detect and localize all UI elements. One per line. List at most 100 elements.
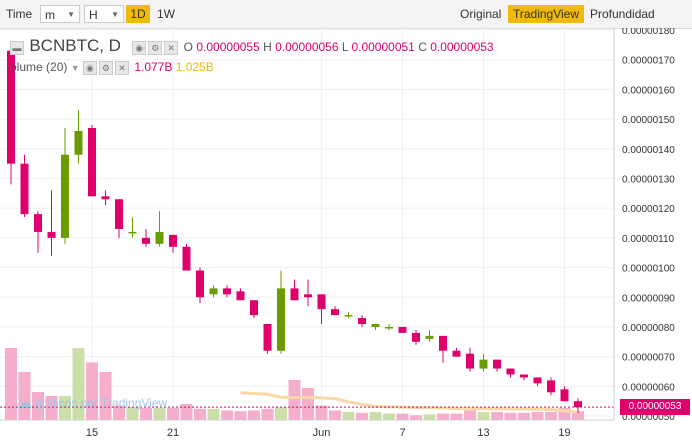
- volume-bar: [518, 412, 530, 420]
- low-label: L: [341, 40, 349, 54]
- volume-bar: [32, 392, 44, 420]
- candle-body: [61, 154, 69, 238]
- candle-body: [425, 335, 434, 339]
- volume-bar: [234, 411, 247, 420]
- candle-body: [560, 389, 569, 402]
- volume-bar: [261, 408, 274, 420]
- candle-body: [142, 237, 150, 244]
- time-tick-label: 13: [477, 427, 489, 439]
- candle-body: [506, 368, 515, 375]
- eye-icon[interactable]: ◉: [132, 40, 147, 55]
- original-view-button[interactable]: Original: [460, 7, 502, 21]
- candle-body: [155, 231, 164, 244]
- candle-body: [574, 401, 582, 408]
- volume-bar: [504, 412, 517, 420]
- close-icon[interactable]: ✕: [164, 40, 179, 55]
- volume-bar: [167, 408, 179, 420]
- close-icon[interactable]: ✕: [114, 60, 129, 75]
- hour-select[interactable]: H ▼: [84, 5, 124, 23]
- candle-body: [290, 288, 299, 301]
- eye-icon[interactable]: ◉: [82, 60, 97, 75]
- price-tick-label: 0.00000170: [622, 56, 675, 67]
- chart-toolbar: Time m ▼ H ▼ 1D 1W Original TradingView …: [0, 0, 692, 29]
- gear-icon[interactable]: ⚙: [98, 60, 113, 75]
- price-tick-label: 0.00000080: [622, 323, 675, 334]
- volume-ma-value: 1.025B: [175, 60, 214, 74]
- week-interval-button[interactable]: 1W: [157, 7, 175, 21]
- chart-grid: [0, 28, 614, 420]
- volume-bar: [329, 410, 341, 420]
- candle-body: [209, 288, 218, 295]
- price-tick-label: 0.00000090: [622, 293, 675, 304]
- candle-body: [358, 318, 366, 324]
- tradingview-watermark[interactable]: ☁ gráficos por TradingView: [18, 394, 167, 411]
- time-tick-label: 21: [167, 427, 179, 439]
- gear-icon[interactable]: ⚙: [148, 40, 163, 55]
- cloud-icon: ☁: [18, 394, 32, 410]
- candle-body: [385, 326, 393, 329]
- minute-select-label: m: [45, 8, 55, 22]
- chevron-down-icon: ▼: [111, 10, 119, 19]
- high-label: H: [263, 40, 272, 54]
- close-label: C: [418, 40, 427, 54]
- volume-bar: [572, 411, 584, 420]
- candle-body: [452, 350, 461, 357]
- price-tick-label: 0.00000100: [622, 264, 675, 275]
- chart-legend: ▬ BCNBTC, D ◉ ⚙ ✕ O 0.00000055 H 0.0000005…: [10, 36, 494, 56]
- volume-bar: [248, 410, 260, 420]
- tradingview-view-button[interactable]: TradingView: [508, 5, 584, 23]
- volume-bars: [5, 348, 584, 420]
- candle-body: [304, 294, 312, 298]
- candle-body: [250, 300, 258, 316]
- chevron-down-icon: ▼: [67, 10, 75, 19]
- volume-bar: [275, 407, 287, 420]
- candle-body: [317, 294, 326, 310]
- volume-bar: [59, 396, 71, 420]
- candle-body: [412, 332, 420, 342]
- price-tick-label: 0.00000160: [622, 85, 675, 96]
- depth-view-button[interactable]: Profundidad: [590, 7, 655, 21]
- collapse-icon[interactable]: ▬: [10, 40, 24, 55]
- volume-bar: [545, 412, 557, 420]
- open-label: O: [183, 40, 193, 54]
- price-chart[interactable]: 0.00000180 0.00000170 0.00000160 0.00000150…: [0, 28, 692, 448]
- chevron-down-icon[interactable]: ▼: [70, 63, 80, 73]
- volume-bar: [531, 412, 544, 420]
- candle-body: [88, 128, 96, 197]
- volume-bar: [369, 412, 382, 420]
- candle-body: [520, 374, 528, 378]
- time-tick-label: Jun: [313, 427, 331, 439]
- candle-body: [7, 50, 15, 164]
- volume-bar: [86, 362, 98, 420]
- price-tick-label: 0.00000060: [622, 382, 675, 393]
- close-value: 0.00000053: [430, 40, 494, 54]
- candle-body: [277, 288, 285, 351]
- price-tick-label: 0.00000070: [622, 353, 675, 364]
- time-tick-label: 15: [86, 427, 98, 439]
- day-interval-button[interactable]: 1D: [126, 5, 150, 23]
- candle-body: [331, 309, 339, 316]
- volume-label: olume (20): [10, 60, 68, 74]
- volume-bar: [315, 405, 328, 420]
- volume-bar: [221, 410, 233, 420]
- price-tick-label: 0.00000110: [622, 234, 675, 245]
- volume-bar: [288, 380, 301, 420]
- minute-select[interactable]: m ▼: [40, 5, 80, 23]
- volume-bar: [491, 412, 503, 420]
- candlesticks: [7, 41, 582, 414]
- candle-body: [263, 324, 272, 351]
- candle-body: [20, 163, 29, 215]
- volume-bar: [342, 412, 355, 420]
- volume-bar: [477, 412, 490, 420]
- candle-body: [74, 130, 83, 155]
- volume-bar: [450, 413, 463, 420]
- high-value: 0.00000056: [275, 40, 339, 54]
- candle-body: [344, 315, 353, 317]
- candle-body: [371, 324, 380, 327]
- hour-select-label: H: [89, 8, 98, 22]
- candle-body: [479, 359, 488, 369]
- time-axis: 15 21 Jun 7 13 19: [86, 427, 571, 439]
- volume-bar: [437, 413, 449, 420]
- low-value: 0.00000051: [351, 40, 415, 54]
- candle-body: [398, 326, 407, 333]
